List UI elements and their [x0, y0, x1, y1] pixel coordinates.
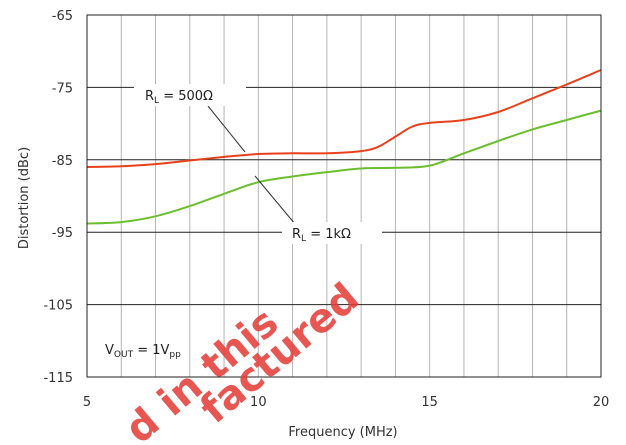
y-tick-label: -105	[43, 299, 73, 314]
watermark: d in this factured	[117, 275, 368, 445]
annotation-rl-500: RL = 500Ω	[134, 84, 246, 153]
tick-labels: -65 -75 -85 -95 -105 -115 5 10 15 20	[43, 9, 609, 410]
plot-frame	[86, 14, 602, 378]
x-tick-label: 15	[421, 395, 438, 410]
leader-line-500	[207, 105, 246, 153]
series-layer	[86, 69, 602, 225]
label-bg-1k	[282, 222, 382, 244]
series-line-rl-500	[86, 69, 602, 168]
y-tick-label: -95	[52, 226, 73, 241]
x-axis-label: Frequency (MHz)	[288, 425, 397, 440]
y-tick-label: -65	[52, 9, 73, 24]
x-tick-label: 20	[593, 395, 610, 410]
annotation-vout: VOUT = 1Vpp	[105, 343, 181, 360]
y-tick-label: -85	[52, 154, 73, 169]
x-tick-label: 10	[250, 395, 267, 410]
series-line-rl-1k	[86, 109, 602, 225]
label-bg-500	[134, 84, 246, 106]
y-tick-label: -75	[52, 81, 73, 96]
label-rl-1k: RL = 1kΩ	[292, 227, 351, 244]
label-rl-500: RL = 500Ω	[145, 89, 213, 106]
x-tick-label: 5	[83, 395, 91, 410]
leader-line-1k	[254, 175, 296, 225]
y-axis-label: Distortion (dBc)	[17, 147, 32, 249]
y-tick-label: -115	[43, 371, 73, 386]
label-vout: VOUT = 1Vpp	[105, 343, 181, 360]
annotation-rl-1k: RL = 1kΩ	[254, 175, 382, 244]
